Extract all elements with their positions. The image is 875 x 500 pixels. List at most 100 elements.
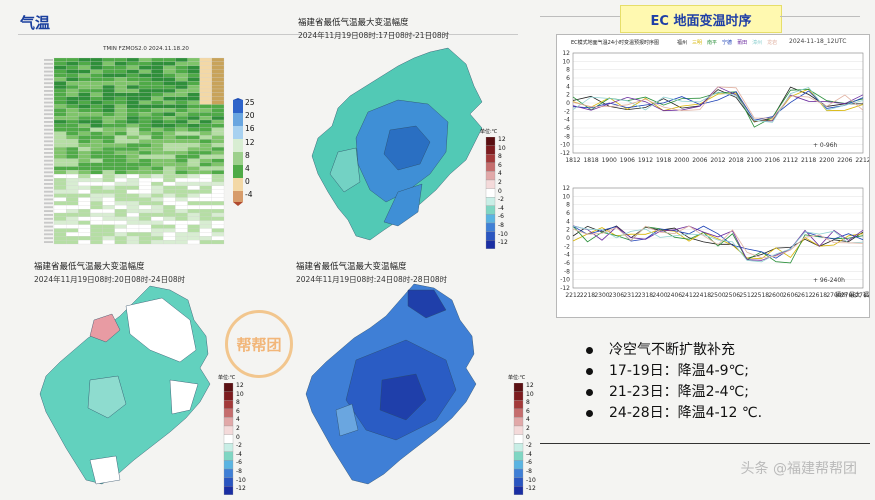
heatmap-cell: [163, 236, 176, 241]
heatmap-cell: [175, 123, 188, 128]
map2-subtitle: 2024年11月19日08时:20日08时-24日08时: [34, 275, 186, 284]
heatmap-cell: [66, 212, 79, 217]
heatmap-row-label: [44, 113, 53, 116]
heatmap-cell: [102, 166, 115, 171]
heatmap-cell: [151, 174, 164, 179]
heatmap-cell: [187, 181, 200, 186]
heatmap-cell: [114, 127, 127, 132]
heatmap-cell: [102, 73, 115, 78]
heatmap-cell: [90, 92, 103, 97]
heatmap-cell: [78, 181, 91, 186]
colorbar-left-label: 25: [245, 98, 255, 107]
heatmap-cell: [175, 100, 188, 105]
heatmap-cell: [199, 65, 212, 70]
heatmap-cell: [175, 162, 188, 167]
heatmap-cell: [211, 236, 225, 241]
heatmap-cell: [138, 131, 152, 136]
colorbar-label: -10: [236, 476, 246, 484]
heatmap-cell: [199, 158, 212, 163]
heatmap-cell: [211, 166, 225, 171]
heatmap-cell: [66, 119, 79, 124]
heatmap-cell: [126, 205, 140, 210]
x-tick-label: 2512: [739, 292, 754, 299]
heatmap-cell: [53, 181, 67, 186]
heatmap-row-label: [44, 101, 53, 104]
heatmap-cell: [163, 85, 176, 90]
heatmap-cell: [163, 181, 176, 186]
heatmap-cell: [187, 166, 200, 171]
heatmap-cell: [163, 65, 176, 70]
heatmap-cell: [163, 92, 176, 97]
heatmap-cell: [114, 108, 127, 113]
heatmap-cell: [175, 189, 188, 194]
heatmap-cell: [163, 205, 176, 210]
x-tick-label: 2418: [696, 292, 711, 299]
heatmap-cell: [90, 178, 103, 183]
heatmap-row-label: [44, 109, 53, 112]
heatmap-cell: [151, 162, 164, 167]
heatmap-cell: [90, 77, 103, 82]
x-tick-label: 2118: [801, 157, 816, 164]
x-tick-label: 2506: [725, 292, 740, 299]
heatmap-cell: [66, 57, 79, 62]
x-tick-label: 1918: [656, 157, 671, 164]
x-tick-label: 1912: [638, 157, 653, 164]
heatmap-row-label: [44, 148, 53, 150]
y-tick-label: 8: [566, 202, 570, 209]
colorbar-label: 10: [236, 390, 244, 398]
heatmap-cell: [211, 123, 225, 128]
heatmap-cell: [114, 166, 127, 171]
heatmap-cell: [126, 162, 140, 167]
heatmap-cell: [211, 162, 225, 167]
chart1-title: EC模式地面气温24小时变温预报时序图: [571, 40, 660, 46]
heatmap-cell: [126, 181, 140, 186]
heatmap-cell: [211, 205, 225, 210]
heatmap-cell: [151, 127, 164, 132]
ec-chart-panel: EC模式地面气温24小时变温预报时序图 福州 三明 南平 宁德 莆田 漳州 龙岩 2024-…: [556, 34, 870, 318]
heatmap-cell: [211, 73, 225, 78]
colorbar-label: 6: [236, 407, 240, 415]
heatmap-cell: [126, 150, 140, 155]
heatmap-row-label: [44, 93, 53, 96]
colorbar-label: -4: [526, 450, 532, 458]
colorbar-label: -10: [498, 230, 508, 238]
heatmap-cell: [175, 236, 188, 241]
heatmap-cell: [187, 69, 200, 74]
heatmap-cell: [53, 193, 67, 198]
heatmap-cell: [90, 205, 103, 210]
heatmap-cell: [90, 189, 103, 194]
chart1-legend-item: 漳州: [752, 40, 763, 46]
heatmap-row-label: [44, 225, 53, 228]
heatmap-cell: [66, 73, 79, 78]
series-line: [572, 86, 864, 119]
heatmap-cell: [126, 127, 140, 132]
colorbar-label: -12: [236, 485, 246, 493]
colorbar-swatch: [513, 477, 524, 487]
heatmap-cell: [53, 162, 67, 167]
heatmap-cell: [163, 150, 176, 155]
heatmap-cell: [138, 119, 152, 124]
heatmap-cell: [78, 178, 91, 183]
heatmap-cell: [211, 61, 225, 66]
heatmap-cell: [53, 92, 67, 97]
heatmap-cell: [78, 112, 91, 117]
heatmap-cell: [53, 131, 67, 136]
heatmap-cell: [114, 88, 127, 93]
colorbar-swatch: [485, 145, 496, 155]
heatmap-cell: [163, 61, 176, 66]
heatmap-cell: [102, 119, 115, 124]
heatmap-cell: [90, 220, 103, 225]
heatmap-cell: [53, 96, 67, 101]
heatmap-cell: [175, 228, 188, 233]
y-tick-label: 4: [566, 218, 570, 225]
heatmap-cell: [163, 232, 176, 237]
heatmap-cell: [90, 69, 103, 74]
heatmap-cell: [199, 112, 212, 117]
heatmap-cell: [126, 193, 140, 198]
heatmap-cell: [66, 104, 79, 109]
heatmap-cell: [90, 119, 103, 124]
heatmap-cell: [53, 127, 67, 132]
heatmap-cell: [78, 174, 91, 179]
heatmap-cell: [78, 228, 91, 233]
heatmap-cell: [211, 197, 225, 202]
